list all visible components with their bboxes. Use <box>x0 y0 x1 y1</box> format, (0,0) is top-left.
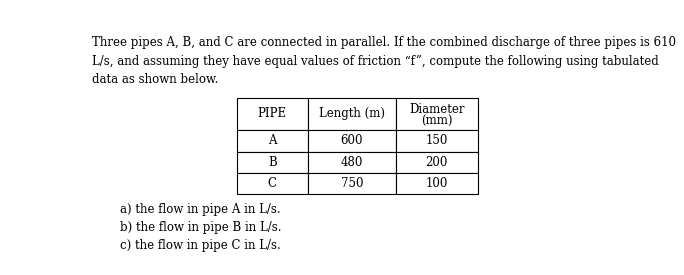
Bar <box>237 98 308 130</box>
Text: A: A <box>268 134 276 147</box>
Bar <box>308 98 395 130</box>
Text: B: B <box>268 156 277 169</box>
Text: Length (m): Length (m) <box>319 108 385 120</box>
Text: b) the flow in pipe B in L/s.: b) the flow in pipe B in L/s. <box>120 221 281 235</box>
Bar <box>395 173 477 194</box>
Text: 750: 750 <box>341 177 363 190</box>
Bar <box>237 173 308 194</box>
Bar <box>308 130 395 152</box>
Bar <box>308 173 395 194</box>
Bar <box>395 130 477 152</box>
Bar <box>308 152 395 173</box>
Text: (mm): (mm) <box>421 115 452 128</box>
Text: a) the flow in pipe A in L/s.: a) the flow in pipe A in L/s. <box>120 204 280 216</box>
Bar <box>237 152 308 173</box>
Bar <box>395 98 477 130</box>
Text: 480: 480 <box>341 156 363 169</box>
Text: 600: 600 <box>341 134 363 147</box>
Text: 200: 200 <box>425 156 448 169</box>
Text: 150: 150 <box>425 134 448 147</box>
Bar <box>237 130 308 152</box>
Text: PIPE: PIPE <box>258 108 287 120</box>
Text: Diameter: Diameter <box>409 103 464 116</box>
Bar <box>395 152 477 173</box>
Text: Three pipes A, B, and C are connected in parallel. If the combined discharge of : Three pipes A, B, and C are connected in… <box>92 36 676 86</box>
Text: 100: 100 <box>425 177 448 190</box>
Text: C: C <box>268 177 277 190</box>
Text: c) the flow in pipe C in L/s.: c) the flow in pipe C in L/s. <box>120 240 280 252</box>
